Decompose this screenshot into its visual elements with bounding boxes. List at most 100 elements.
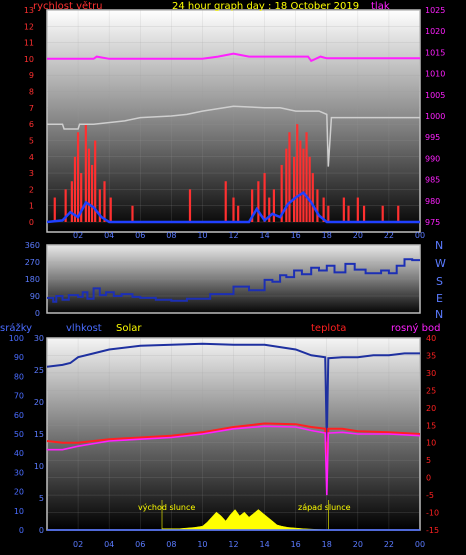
wind-tick-label: 9 bbox=[29, 71, 34, 80]
x-tick-label: 04 bbox=[104, 231, 114, 240]
humidity-tick-label: 15 bbox=[34, 430, 44, 439]
pressure-tick-label: 1015 bbox=[425, 48, 445, 57]
x-tick-label: 14 bbox=[259, 231, 269, 240]
pressure-axis-label: tlak bbox=[371, 1, 390, 12]
temperature-tick-label: 40 bbox=[426, 334, 436, 343]
rain-tick-label: 0 bbox=[19, 526, 24, 535]
x-tick-label: 22 bbox=[384, 540, 394, 549]
direction-tick-label: 90 bbox=[30, 292, 40, 301]
rain-tick-label: 90 bbox=[14, 353, 24, 362]
pressure-tick-label: 1010 bbox=[425, 70, 445, 79]
x-tick-label: 10 bbox=[197, 231, 207, 240]
x-tick-label: 00 bbox=[415, 231, 425, 240]
wind-tick-label: 4 bbox=[29, 153, 34, 162]
wind-tick-label: 0 bbox=[29, 218, 34, 227]
x-tick-label: 06 bbox=[135, 540, 145, 549]
pressure-tick-label: 980 bbox=[425, 197, 440, 206]
pressure-tick-label: 990 bbox=[425, 154, 440, 163]
x-tick-label: 12 bbox=[228, 231, 238, 240]
wind-tick-label: 2 bbox=[29, 185, 34, 194]
direction-chart-plot-area bbox=[46, 244, 421, 314]
wind_avg-line bbox=[46, 190, 420, 224]
pressure-tick-label: 975 bbox=[425, 218, 440, 227]
wind-tick-label: 1 bbox=[29, 202, 34, 211]
x-tick-label: 02 bbox=[73, 540, 83, 549]
direction-label-n-bottom: N bbox=[435, 308, 443, 321]
wind-tick-label: 11 bbox=[24, 39, 34, 48]
humidity-axis-label: vlhkost bbox=[66, 323, 102, 334]
x-tick-label: 00 bbox=[415, 540, 425, 549]
wind-tick-label: 10 bbox=[24, 55, 34, 64]
humidity-tick-label: 20 bbox=[34, 398, 44, 407]
solar-axis-label: Solar bbox=[116, 323, 142, 334]
pressure-tick-label: 995 bbox=[425, 133, 440, 142]
temperature-tick-label: 30 bbox=[426, 369, 436, 378]
direction-label-e: E bbox=[436, 292, 443, 305]
temperature-tick-label: 15 bbox=[426, 421, 436, 430]
temperature-tick-label: -10 bbox=[426, 509, 439, 518]
x-tick-label: 18 bbox=[322, 231, 332, 240]
wind-tick-label: 3 bbox=[29, 169, 34, 178]
rain-tick-label: 20 bbox=[14, 488, 24, 497]
humidity-tick-label: 5 bbox=[39, 494, 44, 503]
rain-tick-label: 30 bbox=[14, 468, 24, 477]
x-tick-label: 08 bbox=[166, 540, 176, 549]
chart-title: 24 hour graph day : 18 October 2019 bbox=[172, 1, 359, 12]
x-tick-label: 20 bbox=[353, 540, 363, 549]
wind-tick-label: 13 bbox=[24, 6, 34, 15]
humidity-tick-label: 25 bbox=[34, 366, 44, 375]
x-tick-label: 12 bbox=[228, 540, 238, 549]
direction-label-n-top: N bbox=[435, 239, 443, 252]
pressure-tick-label: 1005 bbox=[425, 91, 445, 100]
solar-area bbox=[161, 509, 329, 531]
direction-tick-label: 360 bbox=[25, 241, 40, 250]
direction-tick-label: 270 bbox=[25, 258, 40, 267]
rain-tick-label: 50 bbox=[14, 430, 24, 439]
temperature-tick-label: 20 bbox=[426, 404, 436, 413]
temperature-tick-label: 0 bbox=[426, 474, 431, 483]
wind-direction-line bbox=[47, 258, 420, 303]
temperature-tick-label: -15 bbox=[426, 526, 439, 535]
humidity-line bbox=[46, 342, 420, 442]
pressure-tick-label: 1020 bbox=[425, 27, 445, 36]
temperature-tick-label: 10 bbox=[426, 439, 436, 448]
rain-tick-label: 70 bbox=[14, 392, 24, 401]
temperature-tick-label: 5 bbox=[426, 456, 431, 465]
x-tick-label: 20 bbox=[353, 231, 363, 240]
temperature-tick-label: 25 bbox=[426, 386, 436, 395]
x-tick-label: 10 bbox=[197, 540, 207, 549]
rain-tick-label: 80 bbox=[14, 372, 24, 381]
x-tick-label: 08 bbox=[166, 231, 176, 240]
rain-tick-label: 10 bbox=[14, 507, 24, 516]
direction-label-w: W bbox=[435, 257, 446, 270]
temperature-line bbox=[46, 422, 421, 482]
direction-tick-label: 180 bbox=[25, 275, 40, 284]
direction-label-s: S bbox=[436, 275, 443, 288]
temperature-axis-label: teplota bbox=[311, 323, 346, 334]
dewpoint-axis-label: rosný bod bbox=[391, 322, 440, 334]
humidity-tick-label: 30 bbox=[34, 334, 44, 343]
wind-tick-label: 5 bbox=[29, 136, 34, 145]
x-tick-label: 04 bbox=[104, 540, 114, 549]
x-tick-label: 18 bbox=[322, 540, 332, 549]
wind-tick-label: 8 bbox=[29, 88, 34, 97]
humidity-tick-label: 10 bbox=[34, 462, 44, 471]
wind-tick-label: 12 bbox=[24, 22, 34, 31]
sunrise-label: východ slunce bbox=[138, 503, 195, 512]
pressure-tick-label: 1000 bbox=[425, 112, 445, 121]
pressure-tick-label: 1025 bbox=[425, 6, 445, 15]
x-tick-label: 14 bbox=[259, 540, 269, 549]
rain-tick-label: 40 bbox=[14, 449, 24, 458]
x-tick-label: 22 bbox=[384, 231, 394, 240]
temperature-tick-label: -5 bbox=[426, 491, 434, 500]
temperature-tick-label: 35 bbox=[426, 351, 436, 360]
gust-line bbox=[47, 105, 420, 167]
x-tick-label: 02 bbox=[73, 231, 83, 240]
rain-tick-label: 100 bbox=[9, 334, 24, 343]
top-chart-plot-area bbox=[46, 9, 421, 233]
x-tick-label: 16 bbox=[291, 540, 301, 549]
x-tick-label: 16 bbox=[291, 231, 301, 240]
pressure-tick-label: 985 bbox=[425, 176, 440, 185]
